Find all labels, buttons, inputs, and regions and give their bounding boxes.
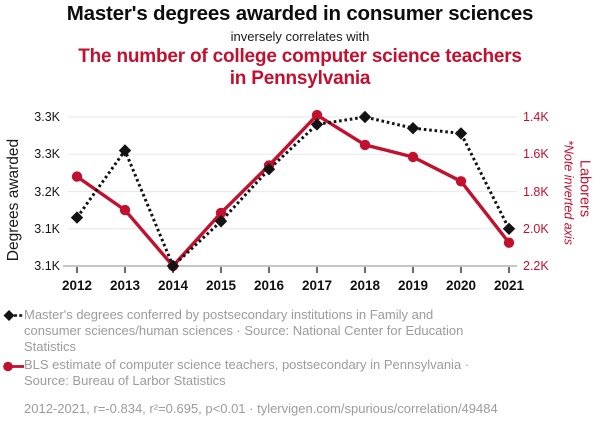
data-point-diamond [502, 222, 516, 235]
legend-entry-degrees: Master's degrees conferred by postsecond… [24, 307, 464, 355]
legend-entry-teachers: BLS estimate of computer science teacher… [24, 357, 470, 389]
y-axis-tick-left: 3.3K [34, 147, 60, 162]
y-axis-tick-right: 2.0K [523, 221, 549, 236]
x-axis-tick-label: 2014 [157, 278, 189, 293]
data-point-circle [71, 171, 83, 182]
data-point-circle [311, 109, 323, 121]
y-axis-tick-right: 1.8K [523, 184, 549, 199]
data-point-diamond [70, 211, 84, 224]
x-axis-tick-label: 2015 [205, 278, 237, 293]
data-point-diamond [166, 259, 180, 273]
x-axis-tick-label: 2017 [301, 278, 333, 293]
y-axis-tick-left: 3.2K [34, 184, 60, 199]
plot-canvas [63, 109, 517, 273]
y-axis-tick-right: 2.2K [523, 259, 549, 273]
x-axis-tick-label: 2019 [397, 278, 429, 293]
data-point-circle [215, 207, 227, 219]
page-title: Master's degrees awarded in consumer sci… [66, 2, 534, 25]
data-point-circle [503, 237, 515, 248]
secondary-title: The number of college computer science t… [78, 46, 522, 89]
y-axis-tick-left: 3.1K [34, 259, 60, 273]
data-point-diamond [454, 127, 468, 140]
x-axis-tick-label: 2016 [253, 278, 285, 293]
legend-marker-diamond-icon [2, 309, 24, 322]
chart-area: Degrees awarded *Note inverted axis Labo… [0, 100, 600, 300]
x-axis-tick-label: 2012 [61, 278, 93, 293]
right-axis-title: Laborers [576, 159, 593, 218]
y-axis-tick-left: 3.1K [34, 221, 60, 236]
data-point-diamond [358, 110, 372, 124]
y-axis-tick-left: 3.3K [34, 110, 60, 124]
data-point-diamond [262, 163, 276, 176]
series-line-degrees [75, 115, 511, 268]
data-point-circle [455, 176, 467, 187]
data-point-circle [119, 204, 131, 216]
x-axis-tick-label: 2021 [493, 278, 525, 293]
data-point-diamond [406, 122, 420, 135]
series-line-teachers [76, 113, 511, 268]
x-axis-tick-label: 2020 [445, 278, 477, 293]
page-subtitle: inversely correlates with [230, 29, 370, 44]
y-axis-tick-right: 1.6K [523, 147, 549, 162]
x-axis-tick-label: 2018 [349, 278, 381, 293]
data-point-circle [359, 139, 371, 151]
data-point-circle [407, 151, 419, 163]
legend-marker-circle-icon [2, 360, 24, 373]
data-point-diamond [310, 118, 324, 131]
x-axis-tick-label: 2013 [109, 278, 141, 293]
y-axis-tick-right: 1.4K [523, 110, 549, 124]
stats-footnote: 2012-2021, r=-0.834, r²=0.695, p<0.01 · … [24, 401, 498, 416]
data-point-diamond [214, 215, 228, 228]
